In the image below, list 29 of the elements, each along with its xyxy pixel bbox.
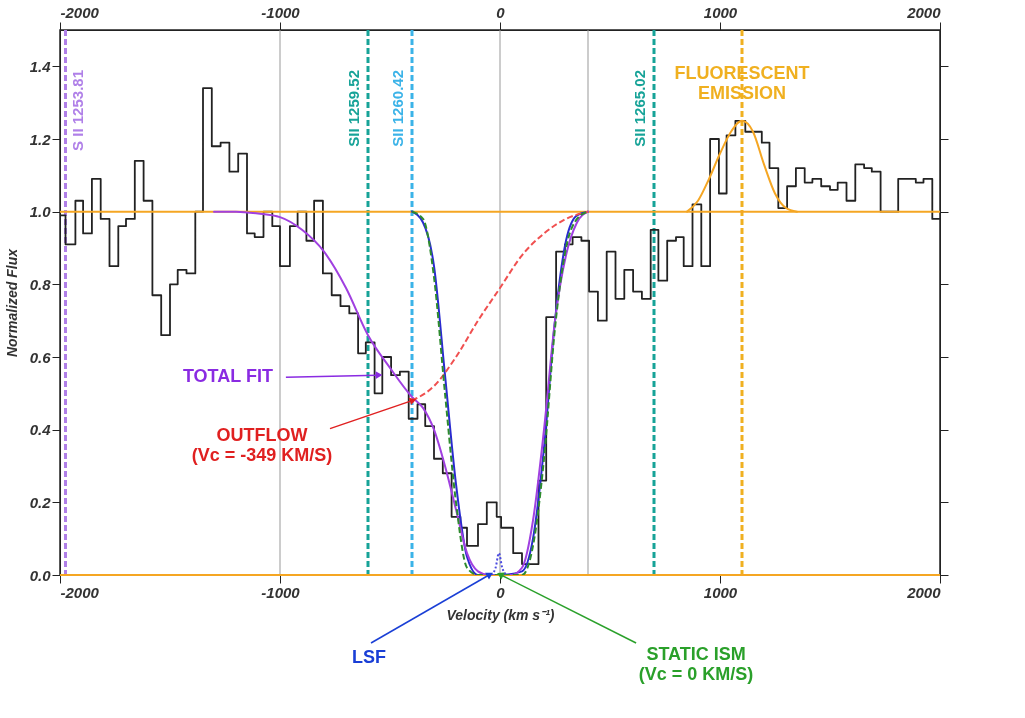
y-tick-label: 0.6: [29, 348, 52, 366]
annotation: TOTAL FIT: [182, 366, 273, 387]
ref-line-label: S II 1253.81: [68, 70, 86, 151]
x-tick-label: 2000: [906, 583, 942, 601]
x2-tick-label: 0: [496, 3, 506, 21]
x-tick-label: 0: [496, 583, 506, 601]
y-axis-title: Normalized Flux: [3, 247, 20, 358]
x-tick-label: -1000: [261, 583, 301, 601]
y-tick-label: 1.2: [29, 130, 52, 148]
ref-line-label: SII 1265.02: [631, 70, 648, 147]
x2-tick-label: -1000: [261, 3, 301, 21]
x-tick-label: -2000: [60, 583, 100, 601]
y-tick-label: 0.8: [29, 275, 52, 293]
x2-tick-label: 2000: [906, 3, 942, 21]
annotation: STATIC ISM (Vc = 0 KM/S): [638, 644, 754, 684]
x-tick-label: 1000: [703, 583, 738, 601]
annotation: LSF: [352, 647, 386, 667]
y-tick-label: 0.2: [29, 493, 52, 511]
y-tick-label: 1.0: [29, 203, 52, 221]
ref-line-label: SII 1260.42: [389, 70, 406, 147]
y-tick-label: 0.4: [29, 421, 52, 439]
x-axis-title: Velocity (km s⁻¹): [446, 606, 555, 623]
x2-tick-label: 1000: [703, 3, 738, 21]
y-tick-label: 0.0: [29, 566, 52, 584]
y-tick-label: 1.4: [29, 57, 52, 75]
ref-line-label: SII 1259.52: [345, 70, 362, 147]
x2-tick-label: -2000: [60, 3, 100, 21]
annotation: FLUORESCENT EMISSION: [674, 62, 810, 103]
annotation: OUTFLOW (Vc = -349 KM/S): [191, 424, 333, 465]
